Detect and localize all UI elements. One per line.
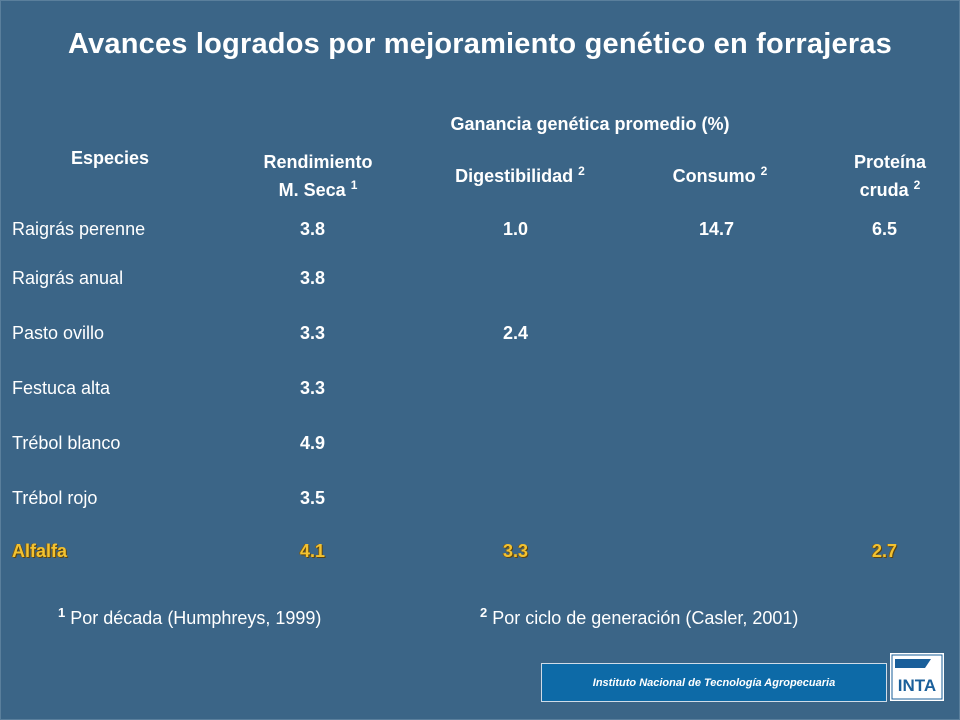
header-consumo-sup: 2 (760, 164, 768, 178)
header-digestibilidad-sup: 2 (578, 164, 585, 178)
cell-rendimiento: 4.1 (300, 541, 326, 561)
cell-digestibilidad: 2.4 (503, 323, 529, 343)
header-group-label: Ganancia genética promedio (%) (450, 114, 730, 134)
inta-logo: INTA (890, 653, 944, 701)
species-name: Raigrás anual (12, 268, 124, 288)
cell-rendimiento: 4.9 (300, 433, 326, 453)
species-name: Trébol rojo (12, 488, 98, 508)
header-proteina-line2: cruda 2 (859, 178, 921, 200)
cell-rendimiento: 3.8 (300, 219, 326, 239)
footnote-1-number: 1 (58, 605, 66, 620)
species-name: Raigrás perenne (12, 219, 146, 239)
species-name: Pasto ovillo (12, 323, 105, 343)
header-consumo-label: Consumo (672, 166, 756, 186)
header-rendimiento-sup: 1 (350, 178, 358, 192)
footnote-2-number: 2 (480, 605, 488, 620)
species-name: Festuca alta (12, 378, 111, 398)
cell-rendimiento: 3.3 (300, 323, 326, 343)
footnote-2-text: Por ciclo de generación (Casler, 2001) (492, 608, 799, 628)
cell-rendimiento: 3.5 (300, 488, 326, 508)
header-proteina-line1: Proteína (853, 152, 927, 172)
header-digestibilidad: Digestibilidad 2 (420, 162, 620, 190)
header-species-label: Especies (70, 148, 150, 168)
cell-digestibilidad: 1.0 (503, 219, 529, 239)
header-species: Especies (40, 144, 180, 172)
cell-rendimiento: 3.8 (300, 268, 326, 288)
header-digestibilidad-label: Digestibilidad (455, 166, 574, 186)
header-rendimiento-line1: Rendimiento (263, 152, 373, 172)
header-rendimiento-line2: M. Seca 1 (278, 178, 358, 200)
institution-name: Instituto Nacional de Tecnología Agropec… (592, 676, 836, 689)
header-proteina-sup: 2 (913, 178, 921, 192)
cell-digestibilidad: 3.3 (503, 541, 529, 561)
slide-title: Avances logrados por mejoramiento genéti… (68, 28, 892, 60)
header-consumo: Consumo 2 (640, 162, 800, 190)
header-proteina: Proteína cruda 2 (820, 148, 960, 204)
header-rendimiento: Rendimiento M. Seca 1 (228, 148, 408, 204)
cell-proteina: 6.5 (872, 219, 898, 239)
species-name: Alfalfa (12, 541, 68, 561)
cell-consumo: 14.7 (699, 219, 735, 239)
header-group: Ganancia genética promedio (%) (380, 110, 800, 138)
species-name: Trébol blanco (12, 433, 121, 453)
footnote-1-text: Por década (Humphreys, 1999) (70, 608, 322, 628)
logo-text: INTA (898, 676, 936, 695)
cell-rendimiento: 3.3 (300, 378, 326, 398)
cell-proteina: 2.7 (872, 541, 898, 561)
institution-bar: Instituto Nacional de Tecnología Agropec… (541, 663, 887, 702)
footnote-2: 2 Por ciclo de generación (Casler, 2001) (480, 605, 799, 629)
footnote-1: 1 Por década (Humphreys, 1999) (58, 605, 322, 629)
